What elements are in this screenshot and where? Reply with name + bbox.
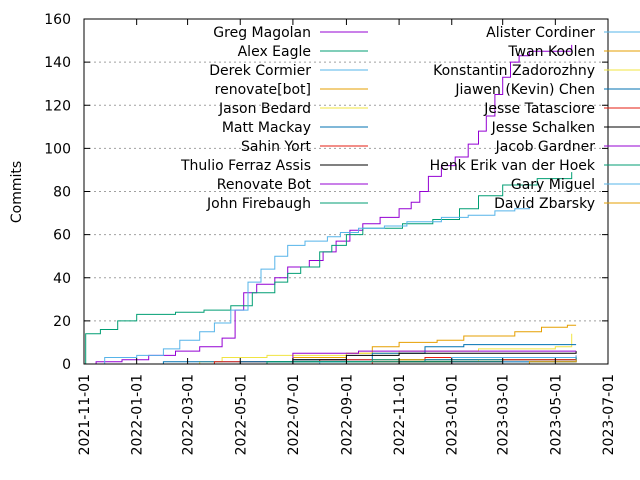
series-line-0 xyxy=(84,44,573,365)
legend-label: David Zbarsky xyxy=(494,196,595,212)
legend-label: Sahin Yort xyxy=(241,139,312,155)
legend-label: Renovate Bot xyxy=(217,177,312,193)
x-tick-label: 2023-07-01 xyxy=(601,374,617,455)
legend-label: Alex Eagle xyxy=(238,44,311,60)
x-tick-label: 2023-05-01 xyxy=(548,374,564,455)
legend-label: Jesse Tatasciore xyxy=(483,101,595,117)
x-tick-label: 2022-05-01 xyxy=(233,374,249,455)
legend-label: John Firebaugh xyxy=(206,196,311,212)
legend-label: Henk Erik van der Hoek xyxy=(430,158,596,174)
x-tick-label: 2022-09-01 xyxy=(339,374,355,455)
y-tick-label: 20 xyxy=(53,314,71,330)
x-tick-label: 2022-07-01 xyxy=(286,374,302,455)
y-tick-label: 160 xyxy=(44,12,71,28)
legend-label: Greg Magolan xyxy=(213,25,311,41)
grid-layer xyxy=(84,61,608,322)
y-tick-label: 120 xyxy=(44,98,71,114)
series-line-1 xyxy=(84,172,573,365)
y-tick-label: 140 xyxy=(44,55,71,71)
legend-label: renovate[bot] xyxy=(215,82,311,98)
y-tick-label: 60 xyxy=(53,228,71,244)
y-tick-label: 40 xyxy=(53,271,71,287)
legend-label: Jiawen (Kevin) Chen xyxy=(454,82,595,98)
legend: Greg Magolan Alex Eagle Derek Cormier renov… xyxy=(180,25,640,212)
x-tick-label: 2023-03-01 xyxy=(496,374,512,455)
x-tick-label: 2021-11-01 xyxy=(77,374,93,455)
series-line-5 xyxy=(84,344,577,365)
x-tick-label: 2023-01-01 xyxy=(445,374,461,455)
y-tick-label: 100 xyxy=(44,141,71,157)
x-tick-label: 2022-11-01 xyxy=(392,374,408,455)
legend-label: Konstantin Zadorozhny xyxy=(433,63,595,79)
legend-label: Gary Miguel xyxy=(511,177,595,193)
legend-label: Thulio Ferraz Assis xyxy=(180,158,311,174)
legend-label: Matt Mackay xyxy=(222,120,311,136)
axis-layer: 0 20 40 60 80 100 120 140 160 2021-11-01 2022-01-0… xyxy=(44,12,617,455)
legend-label: Alister Cordiner xyxy=(486,25,595,41)
y-tick-label: 80 xyxy=(53,185,71,201)
legend-label: Jason Bedard xyxy=(218,101,311,117)
y-tick-label: 0 xyxy=(62,357,71,373)
legend-label: Derek Cormier xyxy=(209,63,311,79)
x-tick-label: 2022-01-01 xyxy=(130,374,146,455)
legend-label: Twan Koolen xyxy=(507,44,595,60)
x-tick-label: 2022-03-01 xyxy=(181,374,197,455)
y-axis-label: Commits xyxy=(9,161,25,223)
series-line-2 xyxy=(84,206,530,365)
legend-label: Jesse Schalken xyxy=(491,120,595,136)
legend-label: Jacob Gardner xyxy=(495,139,596,155)
